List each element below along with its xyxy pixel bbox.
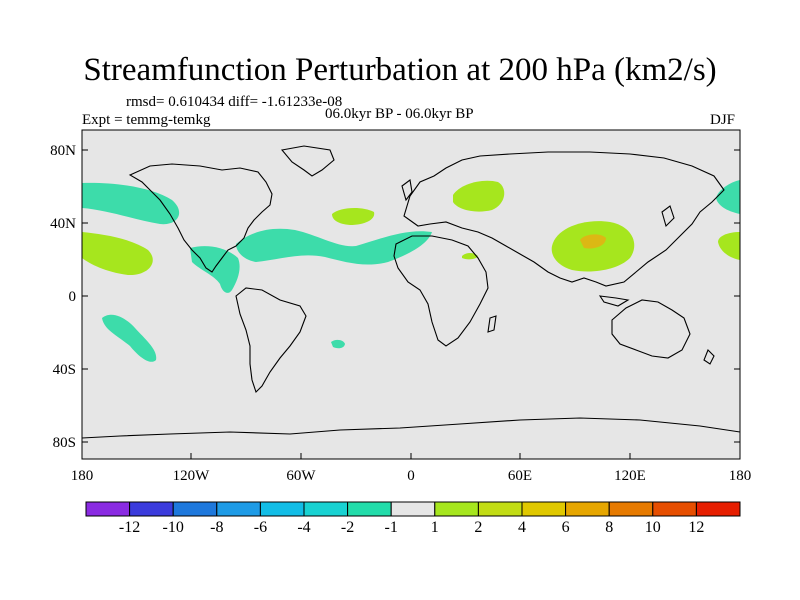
period-text: 06.0kyr BP - 06.0kyr BP: [325, 106, 474, 122]
colorbar-label: -4: [297, 519, 310, 536]
negative-anomaly-spacific: [102, 314, 157, 362]
colorbar-label: -10: [163, 519, 184, 536]
positive-anomaly-wpacific: [718, 232, 740, 260]
stats-text: rmsd= 0.610434 diff= -1.61233e-08: [126, 94, 343, 110]
coast-madagascar: [487, 315, 497, 333]
coast-australia: [611, 299, 691, 359]
axis-ticks: [82, 149, 740, 459]
lon-label-180e: 180: [729, 468, 752, 484]
colorbar-label: 8: [605, 519, 613, 536]
coast-north-america: [128, 163, 273, 273]
coast-africa: [393, 235, 489, 347]
colorbar-box: [695, 501, 741, 517]
map-title: Streamfunction Perturbation at 200 hPa (…: [83, 52, 717, 88]
colorbar-box: [259, 501, 305, 517]
colorbar-box: [390, 501, 436, 517]
lon-label-120e: 120E: [614, 468, 646, 484]
anomaly-layer: [82, 180, 740, 362]
colorbar: [85, 501, 741, 517]
colorbar-box: [434, 501, 479, 517]
colorbar-label: 1: [431, 519, 439, 536]
positive-anomaly-africa: [462, 253, 478, 260]
lon-label-0: 0: [407, 468, 415, 484]
colorbar-box: [565, 501, 610, 517]
colorbar-label: 6: [562, 519, 570, 536]
negative-anomaly-atlantic: [236, 228, 432, 265]
colorbar-label: -2: [341, 519, 354, 536]
colorbar-box: [347, 501, 392, 517]
colorbar-box: [129, 501, 174, 517]
colorbar-label: -1: [385, 519, 398, 536]
colorbar-box: [303, 501, 349, 517]
negative-anomaly-npacific: [82, 182, 180, 225]
coast-indonesia: [598, 295, 630, 307]
negative-anomaly-satlantic: [331, 339, 345, 349]
colorbar-box: [216, 501, 261, 517]
lon-label-60e: 60E: [508, 468, 532, 484]
coast-south-america: [235, 287, 307, 394]
colorbar-label: -12: [119, 519, 140, 536]
map-panel: [82, 130, 740, 459]
coast-japan: [661, 205, 675, 228]
positive-anomaly-europe: [453, 180, 505, 212]
colorbar-label: -8: [210, 519, 223, 536]
colorbar-label: 2: [474, 519, 482, 536]
lon-label-120w: 120W: [173, 468, 211, 484]
positive-peak-asia: [580, 234, 606, 249]
lat-label-80n: 80N: [50, 143, 76, 159]
lon-labels: 180 120W 60W 0 60E 120E 180: [71, 468, 752, 484]
lat-label-0: 0: [69, 289, 77, 305]
colorbar-box: [521, 501, 567, 517]
coast-new-zealand: [703, 349, 715, 365]
coastlines: [81, 145, 741, 439]
positive-anomaly-natlantic: [332, 208, 375, 225]
colorbar-label: 10: [645, 519, 661, 536]
coast-eurasia: [403, 151, 725, 287]
positive-anomaly-epacific: [82, 232, 153, 276]
lat-label-80s: 80S: [53, 435, 76, 451]
lon-label-60w: 60W: [286, 468, 316, 484]
colorbar-box: [172, 501, 218, 517]
colorbar-labels: -12 -10 -8 -6 -4 -2 -1 1 2 4 6 8 10 12: [119, 519, 704, 536]
experiment-text: Expt = temmg-temkg: [82, 112, 211, 128]
colorbar-label: 12: [688, 519, 704, 536]
negative-anomaly-centralamerica: [190, 246, 240, 293]
season-text: DJF: [710, 112, 736, 128]
coast-britain: [401, 179, 413, 202]
colorbar-box: [477, 501, 523, 517]
colorbar-box: [652, 501, 697, 517]
colorbar-label: -6: [254, 519, 267, 536]
colorbar-box: [608, 501, 654, 517]
colorbar-box: [85, 501, 131, 517]
negative-anomaly-nwpacific: [716, 180, 740, 214]
lat-labels: 80N 40N 0 40S 80S: [50, 143, 76, 451]
colorbar-label: 4: [518, 519, 526, 536]
coast-greenland: [280, 145, 335, 177]
lat-label-40n: 40N: [50, 216, 76, 232]
lon-label-180w: 180: [71, 468, 94, 484]
lat-label-40s: 40S: [53, 362, 76, 378]
coast-antarctica: [81, 417, 741, 439]
